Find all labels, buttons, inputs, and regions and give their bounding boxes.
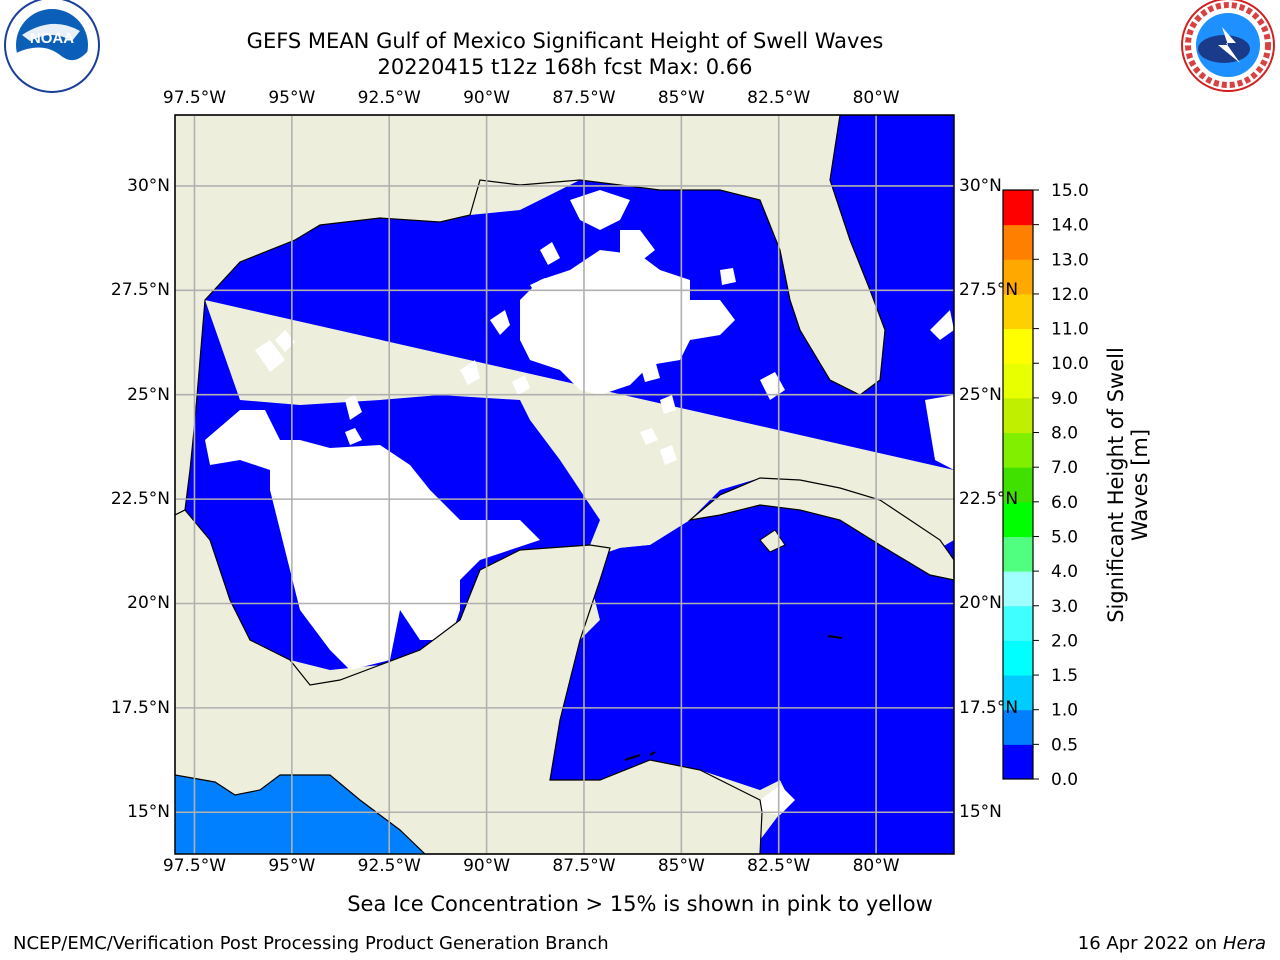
colorbar-tick-label: 4.0 (1051, 562, 1078, 582)
map-panel (174, 114, 955, 855)
colorbar-segment (1003, 363, 1033, 399)
lon-tick-bottom: 82.5°W (747, 856, 811, 876)
lat-tick-left: 15°N (127, 802, 170, 823)
sea-ice-note: Sea Ice Concentration > 15% is shown in … (347, 892, 933, 916)
lon-tick-bottom: 87.5°W (552, 856, 616, 876)
lon-tick-bottom: 97.5°W (162, 856, 227, 876)
noaa-logo-text: NOAA (30, 30, 74, 47)
colorbar-tick-label: 14.0 (1051, 216, 1089, 236)
lat-tick-right: 25°N (959, 384, 1002, 405)
lat-tick-left: 27.5°N (110, 280, 170, 301)
colorbar-tick-label: 10.0 (1051, 354, 1089, 374)
colorbar-tick-label: 3.0 (1051, 597, 1078, 617)
lat-tick-right: 27.5°N (959, 280, 1019, 301)
lat-tick-left: 30°N (127, 175, 170, 196)
colorbar-tick-label: 9.0 (1051, 389, 1078, 409)
lat-tick-left: 17.5°N (110, 697, 170, 718)
lat-tick-left: 20°N (127, 593, 170, 614)
footer-date-text: 16 Apr 2022 on (1077, 933, 1223, 954)
lon-tick-top: 87.5°W (552, 88, 616, 108)
lat-tick-left: 22.5°N (110, 489, 170, 510)
island (827, 635, 843, 639)
lon-tick-top: 80°W (852, 88, 900, 108)
colorbar-segment (1003, 397, 1033, 434)
colorbar-tick-label: 0.0 (1051, 770, 1078, 790)
colorbar-segment (1003, 675, 1033, 711)
colorbar-tick-label: 0.5 (1051, 735, 1078, 755)
map-frame (174, 114, 955, 855)
colorbar-segment (1003, 432, 1033, 468)
colorbar-segment (1003, 501, 1033, 537)
footer-date: 16 Apr 2022 on Hera (1078, 933, 1266, 954)
nws-logo (1181, 0, 1275, 92)
lon-tick-bottom: 95°W (268, 856, 316, 876)
lon-tick-top: 92.5°W (357, 88, 421, 108)
chart-title: GEFS MEAN Gulf of Mexico Significant Hei… (246, 29, 884, 53)
lon-tick-top: 85°W (657, 88, 705, 108)
colorbar-segment (1003, 259, 1033, 295)
footer-branch: NCEP/EMC/Verification Post Processing Pr… (13, 933, 609, 954)
lon-tick-bottom: 80°W (852, 856, 900, 876)
colorbar-segment (1003, 709, 1033, 745)
colorbar-segment (1003, 328, 1033, 364)
lat-tick-right: 30°N (959, 175, 1002, 196)
colorbar-tick-label: 1.0 (1051, 701, 1078, 721)
footer-host: Hera (1222, 933, 1266, 954)
island (624, 751, 656, 761)
colorbar-tick-label: 7.0 (1051, 458, 1078, 478)
colorbar-tick-label: 8.0 (1051, 424, 1078, 444)
chart-subtitle: 20220415 t12z 168h fcst Max: 0.66 (377, 55, 753, 79)
colorbar-segment (1003, 605, 1033, 641)
colorbar-tick-label: 1.5 (1051, 666, 1078, 686)
lon-tick-bottom: 92.5°W (357, 856, 421, 876)
colorbar-tick-label: 12.0 (1051, 285, 1089, 305)
colorbar-segment (1003, 190, 1033, 226)
lon-tick-bottom: 85°W (657, 856, 705, 876)
lat-tick-right: 17.5°N (959, 697, 1019, 718)
colorbar-segment (1003, 744, 1033, 780)
lat-tick-right: 15°N (959, 802, 1002, 823)
colorbar-segment (1003, 224, 1033, 260)
colorbar-tick-label: 5.0 (1051, 527, 1078, 547)
colorbar-segment (1003, 536, 1033, 572)
lat-tick-right: 20°N (959, 593, 1002, 614)
lon-tick-top: 90°W (463, 88, 511, 108)
gridlines (175, 115, 954, 854)
colorbar-tick-label: 2.0 (1051, 631, 1078, 651)
lon-tick-top: 97.5°W (162, 88, 227, 108)
lat-tick-right: 22.5°N (959, 489, 1019, 510)
colorbar-label-line1: Significant Height of Swell (1104, 347, 1128, 623)
lat-tick-left: 25°N (127, 384, 170, 405)
colorbar-tick-label: 13.0 (1051, 250, 1089, 270)
colorbar-segment (1003, 467, 1033, 503)
noaa-logo: NOAA (4, 0, 100, 93)
lon-tick-bottom: 90°W (463, 856, 511, 876)
colorbar-frame (1002, 189, 1034, 780)
lon-tick-top: 95°W (268, 88, 316, 108)
colorbar-label-line2: Waves [m] (1128, 428, 1152, 542)
colorbar-tick-label: 6.0 (1051, 493, 1078, 513)
swell-field-white (205, 190, 954, 815)
colorbar-tick-label: 11.0 (1051, 320, 1089, 340)
colorbar-segment (1003, 640, 1033, 676)
colorbar-tick-label: 15.0 (1051, 181, 1089, 201)
colorbar-segment (1003, 293, 1033, 330)
colorbar: 0.0 0.5 1.0 1.5 2.0 3.0 4.0 5.0 6.0 7.0 8.0 9.0 10.0… (1002, 181, 1089, 790)
lon-tick-top: 82.5°W (747, 88, 811, 108)
colorbar-segment (1003, 571, 1033, 607)
